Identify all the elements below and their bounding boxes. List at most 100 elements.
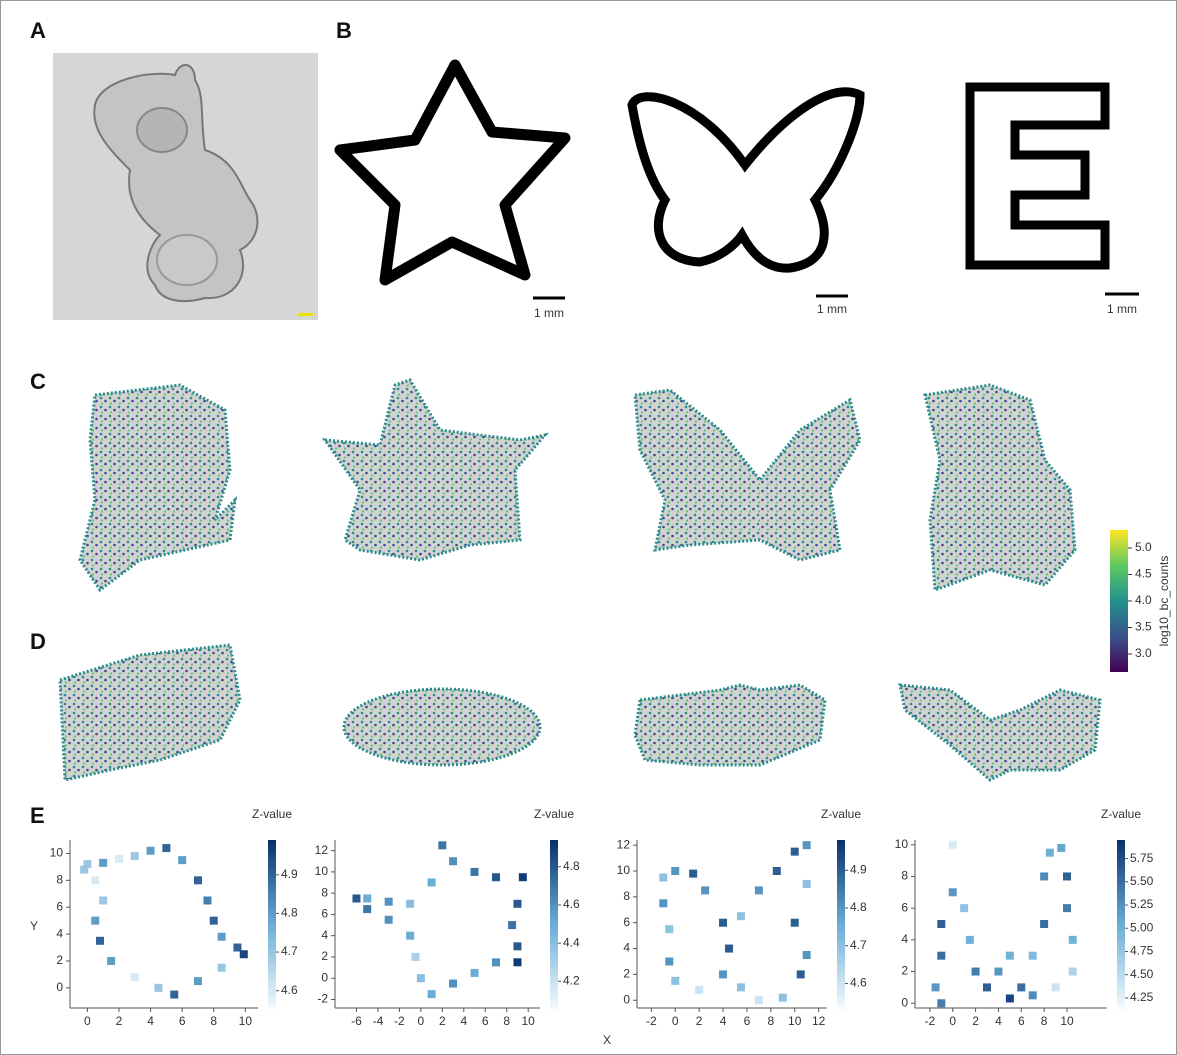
colorbar xyxy=(1110,530,1128,672)
y-tick-label: 6 xyxy=(321,907,328,921)
point xyxy=(416,974,425,983)
colorbar-tick-label: 3.5 xyxy=(1135,620,1152,634)
x-tick-label: 10 xyxy=(788,1014,802,1028)
point xyxy=(671,867,680,876)
point xyxy=(1051,983,1060,992)
point xyxy=(513,942,522,951)
point xyxy=(689,869,698,878)
colorbar-tick-label: 5.00 xyxy=(1130,920,1154,934)
point xyxy=(352,894,361,903)
x-tick-label: -4 xyxy=(373,1014,384,1028)
colorbar-tick-label: 5.50 xyxy=(1130,874,1154,888)
colorbar-title: Z-value xyxy=(1101,807,1141,821)
point xyxy=(948,888,957,897)
x-axis-label: X xyxy=(603,1033,611,1047)
point xyxy=(671,976,680,985)
point xyxy=(802,951,811,960)
point xyxy=(178,856,187,865)
point xyxy=(203,896,212,905)
x-tick-label: 4 xyxy=(720,1014,727,1028)
colorbar-tick-label: 4.50 xyxy=(1130,967,1154,981)
x-tick-label: 0 xyxy=(949,1014,956,1028)
point xyxy=(937,999,946,1008)
point xyxy=(491,958,500,967)
x-tick-label: 6 xyxy=(179,1014,186,1028)
point xyxy=(193,977,202,986)
x-tick-label: -6 xyxy=(351,1014,362,1028)
colorbar-tick-label: 4.25 xyxy=(1130,990,1154,1004)
y-tick-label: 2 xyxy=(321,949,328,963)
y-tick-label: 8 xyxy=(56,872,63,886)
x-tick-label: 2 xyxy=(116,1014,123,1028)
x-tick-label: -2 xyxy=(925,1014,936,1028)
point xyxy=(1028,951,1037,960)
colorbar-label: log10_bc_counts xyxy=(1157,556,1171,647)
point xyxy=(1028,991,1037,1000)
panel-label: B xyxy=(336,18,352,43)
point xyxy=(406,931,415,940)
point xyxy=(1057,843,1066,852)
point xyxy=(470,968,479,977)
x-tick-label: 2 xyxy=(439,1014,446,1028)
y-tick-label: 10 xyxy=(315,864,329,878)
point xyxy=(491,873,500,882)
colorbar-tick-label: 4.8 xyxy=(281,906,298,920)
point xyxy=(146,846,155,855)
colorbar-tick-label: 4.8 xyxy=(563,859,580,873)
point xyxy=(937,951,946,960)
point xyxy=(239,950,248,959)
point xyxy=(438,841,447,850)
scale-label: 1 mm xyxy=(1107,302,1137,316)
y-axis-label: Y xyxy=(30,919,38,933)
point xyxy=(1040,920,1049,928)
point xyxy=(107,956,116,965)
point xyxy=(994,967,1003,976)
point xyxy=(518,873,527,882)
y-tick-label: 0 xyxy=(56,980,63,994)
point xyxy=(470,867,479,876)
x-tick-label: 6 xyxy=(744,1014,751,1028)
colorbar-tick-label: 5.75 xyxy=(1130,851,1154,865)
point xyxy=(427,878,436,887)
point xyxy=(406,899,415,908)
y-tick-label: 8 xyxy=(623,889,630,903)
panel-label: E xyxy=(30,803,45,828)
colorbar-tick-label: 4.6 xyxy=(563,897,580,911)
colorbar-title: Z-value xyxy=(821,807,861,821)
reconstructions xyxy=(58,378,1102,782)
point xyxy=(790,847,799,856)
colorbar-title: Z-value xyxy=(534,807,574,821)
point xyxy=(384,897,393,906)
scale-label: 1 mm xyxy=(534,306,564,320)
point xyxy=(1068,935,1077,944)
point xyxy=(363,905,372,914)
y-tick-label: 4 xyxy=(901,932,908,946)
x-tick-label: 4 xyxy=(147,1014,154,1028)
point xyxy=(665,925,674,934)
y-tick-label: 0 xyxy=(321,970,328,984)
point xyxy=(778,993,787,1002)
colorbar xyxy=(1117,840,1125,1010)
colorbar xyxy=(837,840,845,1010)
point xyxy=(91,876,100,885)
x-tick-label: 10 xyxy=(1060,1014,1074,1028)
point xyxy=(154,983,163,992)
panel-label: C xyxy=(30,369,46,394)
x-tick-label: 10 xyxy=(522,1014,536,1028)
x-tick-label: 6 xyxy=(1018,1014,1025,1028)
point xyxy=(99,858,108,867)
y-tick-label: 2 xyxy=(901,964,908,978)
colorbar-tick-label: 5.25 xyxy=(1130,897,1154,911)
point xyxy=(427,990,436,999)
scale-label: 1 mm xyxy=(817,302,847,316)
colorbar-title: Z-value xyxy=(252,807,292,821)
colorbar-tick-label: 3.0 xyxy=(1135,646,1152,660)
y-tick-label: 10 xyxy=(50,846,64,860)
point xyxy=(217,963,226,972)
y-tick-label: 8 xyxy=(321,885,328,899)
point xyxy=(719,970,728,979)
x-tick-label: 10 xyxy=(239,1014,253,1028)
y-tick-label: 12 xyxy=(315,843,329,857)
colorbar-tick-label: 4.75 xyxy=(1130,944,1154,958)
